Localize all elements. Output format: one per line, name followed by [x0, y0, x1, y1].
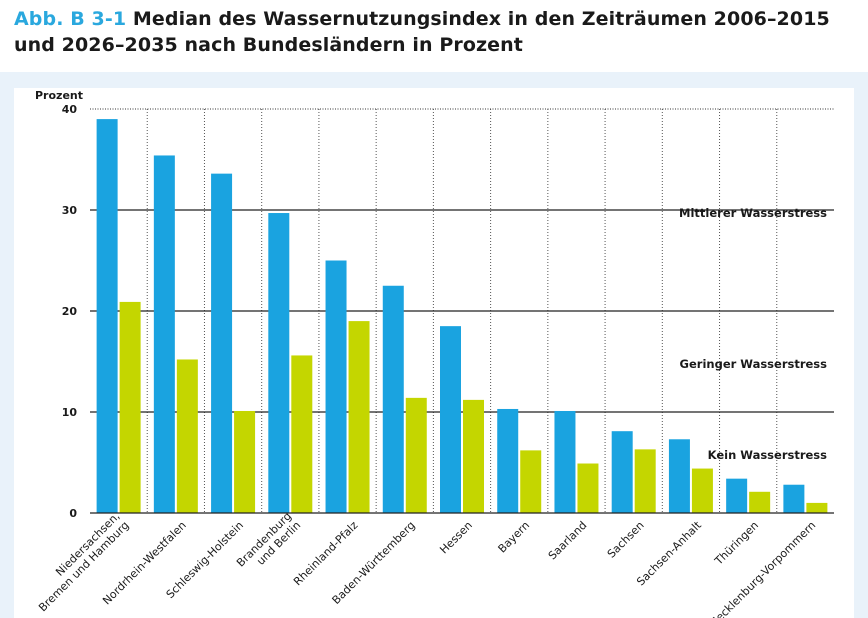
- bar-period-1: [96, 119, 118, 513]
- category-label-line: Bayern: [495, 519, 532, 556]
- zone-label-kein: Kein Wasserstress: [707, 448, 827, 462]
- y-axis-label: Prozent: [35, 89, 83, 102]
- category-label-line: Saarland: [546, 519, 590, 563]
- category-label-line: Bremen und Hamburg: [36, 519, 131, 614]
- category-label-line: Mecklenburg-Vorpommern: [706, 519, 818, 618]
- zone-label-gering: Geringer Wasserstress: [679, 357, 827, 371]
- category-label-line: Sachsen: [605, 519, 647, 561]
- bar-period-2: [291, 355, 313, 513]
- bar-period-2: [348, 321, 370, 513]
- category-label: Sachsen: [605, 519, 647, 561]
- category-label-line: Thüringen: [712, 519, 761, 568]
- figure-title-part2: und 2026–2035 nach Bundesländern in Proz…: [14, 34, 523, 56]
- category-label: Thüringen: [712, 519, 761, 568]
- bar-period-1: [783, 484, 805, 513]
- bar-period-1: [325, 260, 347, 513]
- bar-period-2: [119, 301, 141, 513]
- bar-period-1: [668, 439, 690, 513]
- title-line-1: Abb. B 3-1 Median des Wassernutzungsinde…: [14, 8, 830, 30]
- figure-title-part1: Median des Wassernutzungsindex in den Ze…: [132, 8, 830, 30]
- category-label: Bayern: [495, 519, 532, 556]
- category-label: Mecklenburg-Vorpommern: [706, 519, 818, 618]
- category-label: Hessen: [437, 519, 475, 557]
- bar-period-2: [634, 449, 656, 513]
- bar-period-1: [554, 410, 576, 513]
- bar-period-2: [176, 359, 198, 513]
- zone-label-mittel: Mittlerer Wasserstress: [679, 206, 827, 220]
- bar-period-1: [611, 431, 633, 513]
- bar-period-1: [440, 326, 461, 513]
- bar-period-1: [153, 155, 175, 513]
- category-label: Saarland: [546, 519, 590, 563]
- bar-period-2: [234, 410, 256, 513]
- y-tick-label: 0: [69, 507, 77, 520]
- bar-period-1: [726, 478, 748, 513]
- bar-period-1: [211, 173, 233, 513]
- bar-period-1: [382, 285, 404, 513]
- bar-period-2: [806, 502, 828, 513]
- bar-period-2: [463, 399, 484, 513]
- bar-period-1: [268, 213, 290, 513]
- bar-period-2: [520, 450, 542, 513]
- y-tick-label: 20: [62, 305, 78, 318]
- bar-period-1: [497, 408, 519, 513]
- y-tick-label: 30: [62, 204, 78, 217]
- figure-label: Abb. B 3-1: [14, 8, 127, 30]
- bar-period-2: [577, 463, 599, 513]
- header: Abb. B 3-1 Median des Wassernutzungsinde…: [0, 0, 868, 72]
- bar-period-2: [405, 397, 427, 513]
- category-label-line: Hessen: [437, 519, 475, 557]
- bar-period-2: [691, 468, 713, 513]
- y-tick-label: 10: [62, 406, 78, 419]
- bar-period-2: [749, 491, 771, 513]
- y-tick-label: 40: [62, 103, 78, 116]
